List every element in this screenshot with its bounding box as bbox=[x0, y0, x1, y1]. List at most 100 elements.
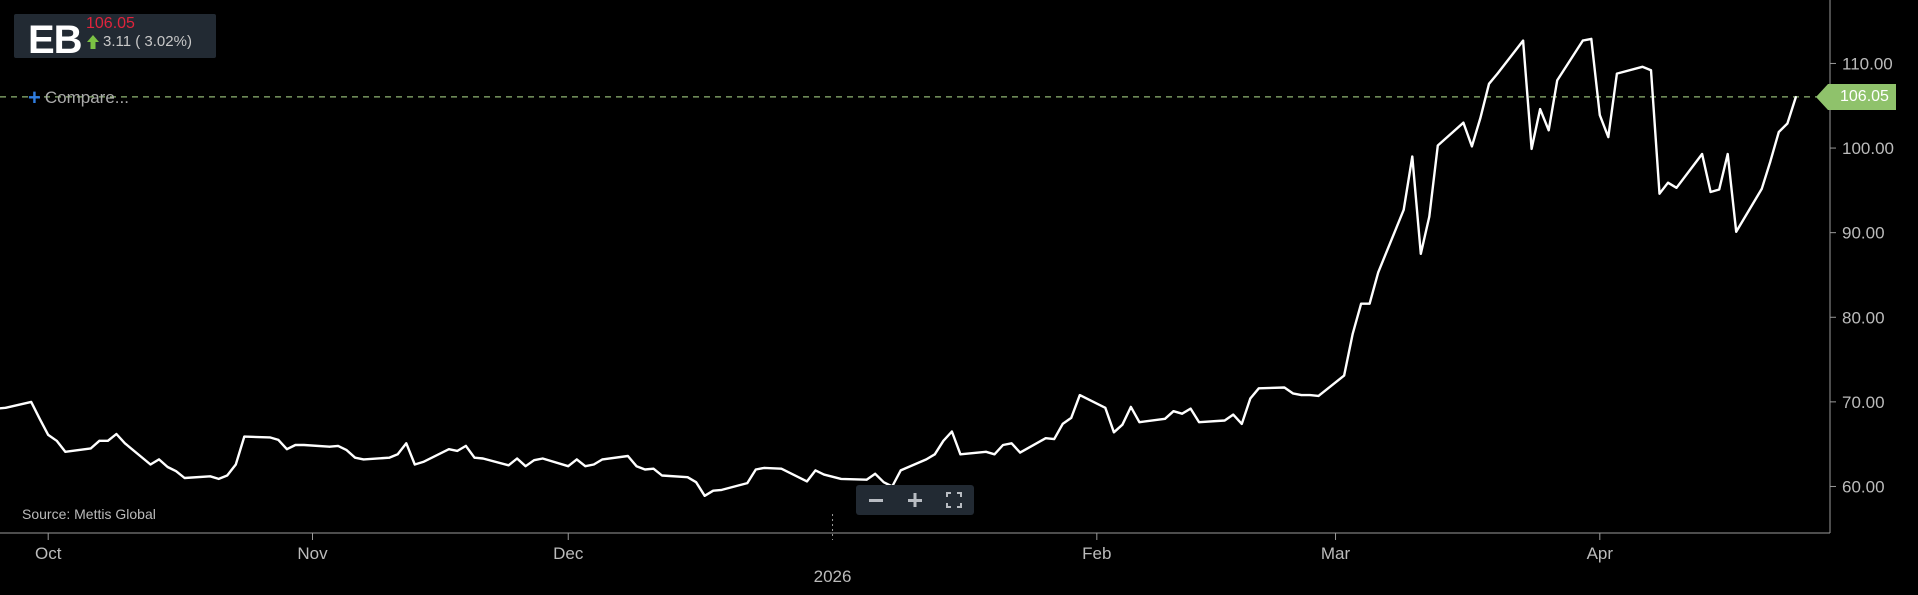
series-point bbox=[405, 442, 408, 445]
series-point bbox=[1164, 417, 1167, 420]
series-point bbox=[533, 459, 536, 462]
series-point bbox=[183, 477, 186, 480]
series-point bbox=[626, 455, 629, 458]
series-point bbox=[302, 444, 305, 447]
series-point bbox=[294, 444, 297, 447]
series-point bbox=[1070, 416, 1073, 419]
price-change: 3.11 ( 3.02%) bbox=[86, 33, 192, 50]
series-point bbox=[984, 450, 987, 453]
series-point bbox=[55, 439, 58, 442]
series-point bbox=[1769, 160, 1772, 163]
series-point bbox=[1675, 186, 1678, 189]
series-point bbox=[89, 447, 92, 450]
series-point bbox=[456, 449, 459, 452]
series-point bbox=[1581, 39, 1584, 42]
series-point bbox=[1487, 82, 1490, 85]
series-point bbox=[1343, 374, 1346, 377]
series-point bbox=[209, 475, 212, 478]
series-point bbox=[1718, 188, 1721, 191]
x-tick-label: Nov bbox=[297, 544, 328, 563]
series-point bbox=[1607, 136, 1610, 139]
series-point bbox=[1172, 410, 1175, 413]
series-point bbox=[1351, 333, 1354, 336]
series-point bbox=[925, 458, 928, 461]
series-point bbox=[47, 433, 50, 436]
series-point bbox=[64, 450, 67, 453]
y-tick-label: 110.00 bbox=[1842, 54, 1893, 73]
series-point bbox=[1786, 122, 1789, 125]
series-point bbox=[464, 444, 467, 447]
zoom-in-button[interactable] bbox=[901, 487, 929, 513]
zoom-controls bbox=[856, 485, 974, 515]
series-point bbox=[720, 488, 723, 491]
series-point bbox=[388, 456, 391, 459]
series-point bbox=[30, 400, 33, 403]
series-point bbox=[1240, 422, 1243, 425]
series-point bbox=[1547, 129, 1550, 132]
plus-icon bbox=[907, 493, 922, 507]
series-point bbox=[1300, 394, 1303, 397]
series-point bbox=[1104, 406, 1107, 409]
arrow-up-icon bbox=[87, 34, 99, 49]
plus-icon: + bbox=[28, 85, 41, 110]
series-point bbox=[763, 466, 766, 469]
series-point bbox=[1368, 302, 1371, 305]
series-point bbox=[1777, 130, 1780, 133]
series-point bbox=[1794, 95, 1797, 98]
series-point bbox=[993, 453, 996, 456]
series-point bbox=[1129, 405, 1132, 408]
series-point bbox=[1223, 419, 1226, 422]
series-point bbox=[1061, 422, 1064, 425]
series-point bbox=[473, 456, 476, 459]
series-point bbox=[98, 439, 101, 442]
series-point bbox=[754, 468, 757, 471]
price-change-text: 3.11 ( 3.02%) bbox=[103, 33, 192, 50]
series-point bbox=[1530, 147, 1533, 150]
series-point bbox=[481, 457, 484, 460]
series-point bbox=[1470, 145, 1473, 148]
y-tick-label: 70.00 bbox=[1842, 393, 1885, 412]
series-point bbox=[1138, 421, 1141, 424]
series-point bbox=[712, 489, 715, 492]
series-point bbox=[38, 417, 41, 420]
compare-button[interactable]: + Compare... bbox=[28, 85, 129, 110]
fullscreen-button[interactable] bbox=[940, 487, 968, 513]
series-point bbox=[592, 463, 595, 466]
series-point bbox=[217, 477, 220, 480]
series-point bbox=[874, 472, 877, 475]
y-tick-label: 100.00 bbox=[1842, 139, 1894, 158]
series-point bbox=[1044, 437, 1047, 440]
series-point bbox=[635, 465, 638, 468]
ticker-symbol: EB bbox=[28, 18, 83, 62]
series-point bbox=[686, 476, 689, 479]
series-point bbox=[780, 467, 783, 470]
series-point bbox=[4, 406, 7, 409]
series-point bbox=[1598, 114, 1601, 117]
series-point bbox=[1377, 271, 1380, 274]
series-point bbox=[652, 467, 655, 470]
series-point bbox=[933, 453, 936, 456]
series-point bbox=[115, 433, 118, 436]
series-point bbox=[567, 465, 570, 468]
series-point bbox=[1112, 431, 1115, 434]
series-point bbox=[166, 466, 169, 469]
minus-icon bbox=[868, 499, 883, 502]
series-point bbox=[1658, 192, 1661, 195]
series-point bbox=[149, 463, 152, 466]
series-point bbox=[1402, 208, 1405, 211]
series-point bbox=[1462, 121, 1465, 124]
series-point bbox=[661, 474, 664, 477]
series-point bbox=[1019, 451, 1022, 454]
series-point bbox=[1419, 252, 1422, 255]
zoom-out-button[interactable] bbox=[862, 487, 890, 513]
price-series-line[interactable] bbox=[0, 37, 1798, 497]
last-price-tag-label: 106.05 bbox=[1840, 87, 1889, 105]
series-point bbox=[1232, 413, 1235, 416]
series-point bbox=[1121, 423, 1124, 426]
series-point bbox=[337, 444, 340, 447]
series-point bbox=[328, 445, 331, 448]
series-point bbox=[123, 442, 126, 445]
series-point bbox=[507, 464, 510, 467]
last-price: 106.05 bbox=[86, 15, 135, 32]
